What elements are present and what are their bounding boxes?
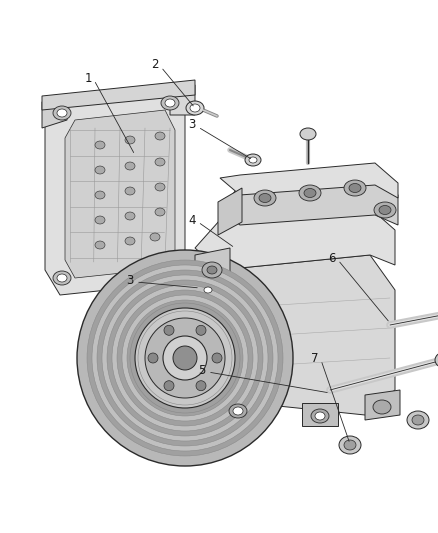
Ellipse shape xyxy=(173,346,197,370)
Text: 3: 3 xyxy=(126,273,134,287)
Text: 6: 6 xyxy=(328,252,336,264)
Text: 4: 4 xyxy=(188,214,196,227)
Ellipse shape xyxy=(135,308,235,408)
Polygon shape xyxy=(42,94,67,128)
Ellipse shape xyxy=(165,99,175,107)
Ellipse shape xyxy=(164,381,174,391)
Ellipse shape xyxy=(196,325,206,335)
Polygon shape xyxy=(302,403,338,426)
Ellipse shape xyxy=(150,233,160,241)
Ellipse shape xyxy=(163,336,207,380)
Ellipse shape xyxy=(374,202,396,218)
Ellipse shape xyxy=(151,263,169,277)
Ellipse shape xyxy=(164,325,174,335)
Polygon shape xyxy=(220,398,256,421)
Ellipse shape xyxy=(57,274,67,282)
Ellipse shape xyxy=(125,187,135,195)
Ellipse shape xyxy=(125,237,135,245)
Ellipse shape xyxy=(87,260,283,456)
Ellipse shape xyxy=(202,262,222,278)
Polygon shape xyxy=(195,208,395,270)
Ellipse shape xyxy=(407,411,429,429)
Ellipse shape xyxy=(155,183,165,191)
Polygon shape xyxy=(170,85,195,115)
Polygon shape xyxy=(365,390,400,420)
Ellipse shape xyxy=(95,241,105,249)
Text: 2: 2 xyxy=(151,59,159,71)
Polygon shape xyxy=(195,248,230,298)
Ellipse shape xyxy=(196,381,206,391)
Ellipse shape xyxy=(412,415,424,425)
Polygon shape xyxy=(220,163,398,198)
Ellipse shape xyxy=(102,275,268,441)
Text: 5: 5 xyxy=(198,364,206,376)
Ellipse shape xyxy=(212,353,222,363)
Ellipse shape xyxy=(145,318,225,398)
Ellipse shape xyxy=(155,208,165,216)
Ellipse shape xyxy=(311,409,329,423)
Ellipse shape xyxy=(254,190,276,206)
Polygon shape xyxy=(197,275,390,412)
Ellipse shape xyxy=(315,412,325,420)
Ellipse shape xyxy=(95,141,105,149)
Ellipse shape xyxy=(204,287,212,293)
Ellipse shape xyxy=(155,158,165,166)
Ellipse shape xyxy=(148,353,158,363)
Text: 3: 3 xyxy=(188,118,196,132)
Ellipse shape xyxy=(200,284,216,296)
Ellipse shape xyxy=(339,436,361,454)
Polygon shape xyxy=(220,173,398,225)
Ellipse shape xyxy=(77,250,293,466)
Ellipse shape xyxy=(349,183,361,192)
Ellipse shape xyxy=(95,191,105,199)
Ellipse shape xyxy=(57,109,67,117)
Ellipse shape xyxy=(155,266,165,274)
Ellipse shape xyxy=(379,206,391,214)
Text: 7: 7 xyxy=(311,351,319,365)
Ellipse shape xyxy=(344,180,366,196)
Ellipse shape xyxy=(186,101,204,115)
Text: 1: 1 xyxy=(84,71,92,85)
Ellipse shape xyxy=(435,352,438,368)
Ellipse shape xyxy=(229,404,247,418)
Ellipse shape xyxy=(97,270,273,446)
Ellipse shape xyxy=(155,132,165,140)
Polygon shape xyxy=(195,255,395,415)
Ellipse shape xyxy=(245,154,261,166)
Ellipse shape xyxy=(127,300,243,416)
Ellipse shape xyxy=(300,128,316,140)
Polygon shape xyxy=(65,110,175,278)
Ellipse shape xyxy=(190,104,200,112)
Polygon shape xyxy=(42,80,195,110)
Polygon shape xyxy=(45,88,185,295)
Ellipse shape xyxy=(233,407,243,415)
Ellipse shape xyxy=(117,290,253,426)
Ellipse shape xyxy=(373,400,391,414)
Ellipse shape xyxy=(112,285,258,431)
Ellipse shape xyxy=(95,166,105,174)
Ellipse shape xyxy=(259,193,271,203)
Ellipse shape xyxy=(95,216,105,224)
Ellipse shape xyxy=(299,185,321,201)
Ellipse shape xyxy=(249,157,257,163)
Ellipse shape xyxy=(92,265,278,451)
Polygon shape xyxy=(218,188,242,235)
Ellipse shape xyxy=(161,96,179,110)
Ellipse shape xyxy=(125,212,135,220)
Ellipse shape xyxy=(107,280,263,436)
Ellipse shape xyxy=(53,271,71,285)
Ellipse shape xyxy=(53,106,71,120)
Ellipse shape xyxy=(304,189,316,198)
Ellipse shape xyxy=(344,440,356,450)
Ellipse shape xyxy=(125,136,135,144)
Ellipse shape xyxy=(125,162,135,170)
Ellipse shape xyxy=(122,295,248,421)
Ellipse shape xyxy=(207,266,217,274)
